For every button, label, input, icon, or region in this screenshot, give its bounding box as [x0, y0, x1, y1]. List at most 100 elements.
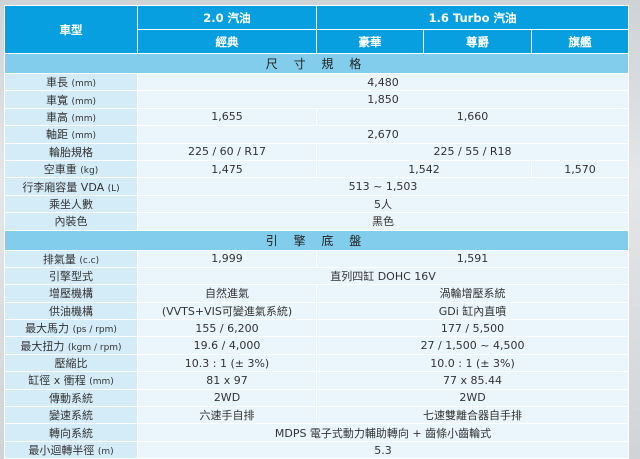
spec-label: 增壓機構	[4, 284, 138, 303]
spec-value: 1,660	[315, 107, 630, 127]
spec-value: 5.3	[136, 440, 630, 459]
spec-value: (VVTS+VIS可變進氣系統)	[137, 301, 317, 321]
spec-label: 傳動系統	[4, 388, 138, 408]
spec-label: 軸距 (mm)	[4, 125, 138, 144]
section-header: 尺 寸 規 格	[3, 53, 630, 74]
spec-label-text: 內裝色	[54, 215, 88, 229]
spec-label-text: 傳動系統	[49, 391, 93, 405]
spec-label: 空車重 (kg)	[4, 159, 138, 179]
spec-row: 增壓機構 自然進氣 渦輪增壓系統	[4, 284, 630, 303]
spec-row: 輪胎規格 225 / 60 / R17 225 / 55 / R18	[4, 142, 630, 161]
spec-row: 內裝色 黑色	[4, 212, 630, 231]
spec-label: 最小迴轉半徑 (m)	[4, 440, 138, 459]
spec-label: 車寬 (mm)	[4, 90, 138, 109]
trim-header: 尊爵	[423, 29, 532, 54]
spec-value: 1,570	[530, 159, 630, 179]
spec-label: 變速系統	[4, 406, 138, 425]
spec-row: 軸距 (mm) 2,670	[4, 125, 630, 144]
section-header: 引 擎 底 盤	[3, 229, 630, 251]
spec-label-text: 車高	[45, 110, 68, 124]
spec-value: 2WD	[137, 388, 317, 408]
spec-row: 壓縮比 10.3 : 1 (± 3%) 10.0 : 1 (± 3%)	[4, 353, 630, 373]
spec-value: 1,655	[137, 107, 317, 127]
spec-row: 最大馬力 (ps / rpm) 155 / 6,200 177 / 5,500	[4, 319, 630, 338]
spec-value: 渦輪增壓系統	[315, 284, 630, 303]
spec-label-text: 軸距	[45, 128, 68, 142]
spec-row: 最小迴轉半徑 (m) 5.3	[4, 440, 630, 459]
spec-value: 81 x 97	[137, 371, 317, 390]
spec-value: 225 / 55 / R18	[315, 142, 630, 161]
spec-value: 自然進氣	[137, 284, 317, 303]
spec-label: 缸徑 x 衝程 (mm)	[4, 371, 138, 390]
spec-unit: (L)	[107, 183, 120, 194]
spec-row: 最大扭力 (kgm / rpm) 19.6 / 4,000 27 / 1,500 ~…	[4, 336, 630, 355]
spec-value: 10.3 : 1 (± 3%)	[137, 353, 317, 373]
spec-label: 最大馬力 (ps / rpm)	[4, 319, 138, 338]
spec-unit: (mm)	[71, 79, 97, 90]
spec-label-text: 車長	[45, 76, 68, 90]
spec-row: 車寬 (mm) 1,850	[4, 90, 630, 109]
spec-unit: (mm)	[89, 377, 114, 388]
spec-value: 黑色	[136, 212, 630, 231]
spec-row: 轉向系統 MDPS 電子式動力輔助轉向 + 齒條小齒輪式	[4, 423, 630, 442]
spec-label-text: 供油機構	[49, 304, 93, 318]
spec-value: 19.6 / 4,000	[137, 336, 317, 355]
spec-label: 行李廂容量 VDA (L)	[4, 177, 138, 196]
spec-value: 1,850	[136, 90, 630, 109]
spec-value: 4,480	[136, 72, 630, 92]
spec-value: 2,670	[136, 125, 630, 144]
spec-unit: (kg)	[80, 166, 99, 177]
spec-value: 513 ~ 1,503	[136, 177, 630, 196]
spec-unit: (mm)	[71, 131, 97, 142]
group-header-2.0: 2.0 汽油	[137, 5, 317, 30]
trim-header: 經典	[137, 29, 317, 54]
spec-value: 六速手自排	[137, 406, 317, 425]
spec-value: 1,475	[137, 159, 317, 179]
spec-value: 直列四缸 DOHC 16V	[136, 266, 630, 286]
spec-label-text: 引擎型式	[49, 270, 93, 284]
spec-label-text: 排氣量	[42, 252, 76, 266]
spec-table: 車型 2.0 汽油 1.6 Turbo 汽油 經典 豪華 尊爵 旗艦 尺 寸 規…	[3, 5, 630, 459]
spec-value: 177 / 5,500	[315, 319, 630, 338]
spec-unit: (c.c)	[79, 255, 100, 266]
section-title: 引 擎 底 盤	[3, 229, 630, 251]
spec-label-text: 最大馬力	[25, 322, 70, 336]
section-title: 尺 寸 規 格	[3, 53, 630, 74]
spec-value: 5人	[136, 194, 630, 214]
spec-row: 車高 (mm) 1,655 1,660	[4, 107, 630, 127]
spec-label: 輪胎規格	[4, 142, 138, 161]
spec-label-text: 缸徑 x 衝程	[28, 374, 86, 388]
spec-label: 內裝色	[4, 212, 138, 231]
spec-unit: (kgm / rpm)	[67, 342, 122, 353]
spec-value: 155 / 6,200	[137, 319, 317, 338]
spec-label: 供油機構	[4, 301, 138, 321]
spec-value: GDi 缸內直噴	[315, 301, 630, 321]
spec-label-text: 轉向系統	[49, 426, 93, 440]
spec-label-text: 增壓機構	[49, 287, 93, 301]
spec-value: 1,999	[137, 249, 317, 268]
spec-value: 225 / 60 / R17	[137, 142, 317, 161]
group-header-1.6-turbo: 1.6 Turbo 汽油	[315, 5, 630, 30]
spec-value: 七速雙離合器自手排	[315, 406, 630, 425]
spec-row: 傳動系統 2WD 2WD	[4, 388, 630, 408]
spec-value: 1,542	[316, 159, 532, 179]
spec-label: 排氣量 (c.c)	[4, 249, 138, 268]
spec-row: 缸徑 x 衝程 (mm) 81 x 97 77 x 85.44	[4, 371, 630, 390]
spec-value: 2WD	[315, 388, 630, 408]
spec-label-text: 乘坐人數	[49, 197, 93, 211]
spec-unit: (mm)	[71, 96, 97, 107]
spec-value: 77 x 85.44	[315, 371, 630, 390]
spec-label-text: 變速系統	[49, 409, 93, 423]
spec-row: 引擎型式 直列四缸 DOHC 16V	[4, 266, 630, 286]
spec-label-text: 最大扭力	[20, 339, 65, 353]
spec-label-text: 最小迴轉半徑	[28, 444, 95, 457]
spec-label: 轉向系統	[4, 423, 138, 442]
spec-label: 壓縮比	[4, 353, 138, 373]
spec-unit: (mm)	[71, 113, 97, 124]
spec-row: 供油機構 (VVTS+VIS可變進氣系統) GDi 缸內直噴	[4, 301, 630, 321]
spec-label: 車長 (mm)	[4, 72, 138, 92]
spec-value: MDPS 電子式動力輔助轉向 + 齒條小齒輪式	[136, 423, 630, 442]
spec-label-text: 輪胎規格	[49, 145, 93, 159]
spec-value: 10.0 : 1 (± 3%)	[315, 353, 630, 373]
spec-row: 變速系統 六速手自排 七速雙離合器自手排	[4, 406, 630, 425]
